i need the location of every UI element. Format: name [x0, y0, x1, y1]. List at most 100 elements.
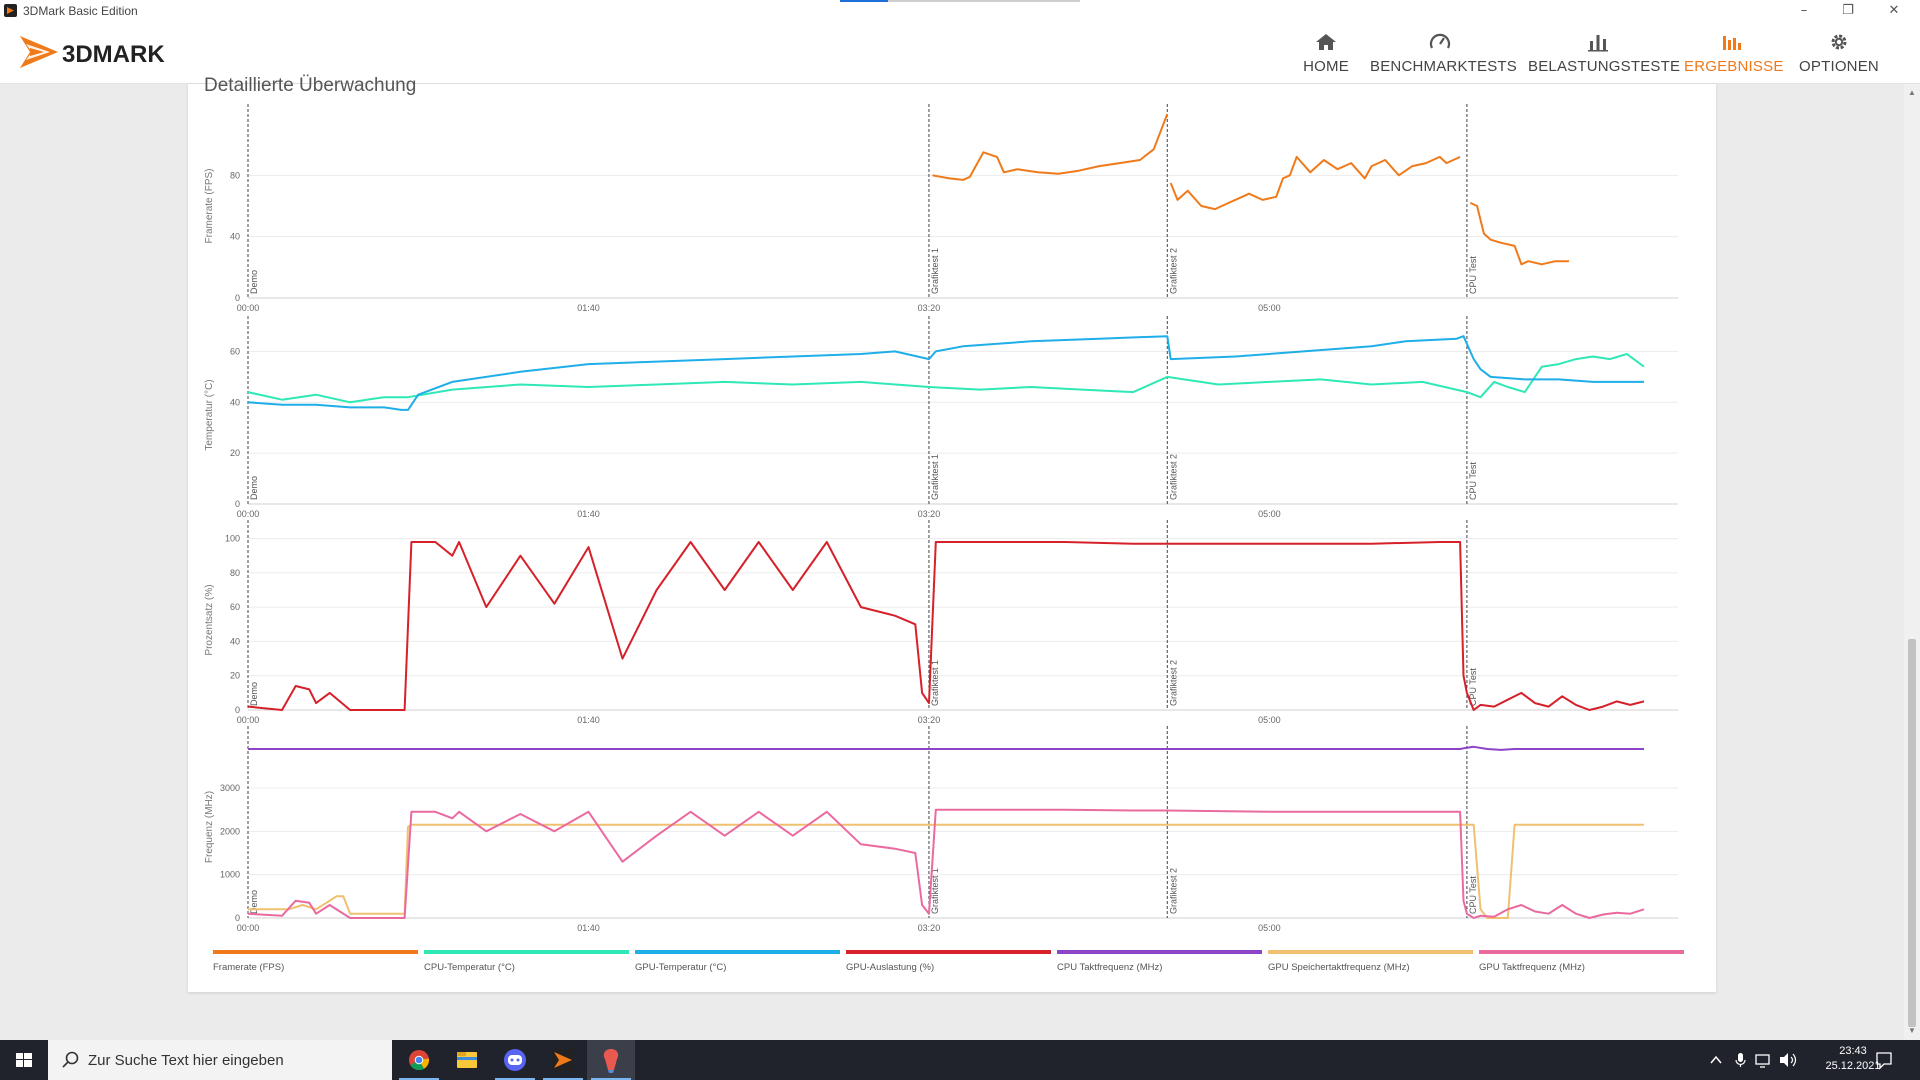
test-marker-label: Grafiktest 2 [1168, 868, 1178, 914]
y-axis-label: Frequenz (MHz) [204, 791, 215, 863]
close-button[interactable]: ✕ [1888, 3, 1900, 18]
show-hidden-icons-icon [1710, 1055, 1722, 1064]
y-tick-label: 0 [235, 499, 240, 509]
taskbar-discord[interactable] [491, 1040, 539, 1080]
legend-gpu-temperature[interactable]: GPU-Temperatur (°C) [635, 950, 840, 973]
legend-framerate[interactable]: Framerate (FPS) [213, 950, 418, 973]
windows-logo-icon [16, 1053, 32, 1067]
taskbar-chrome[interactable] [395, 1040, 443, 1080]
3dmark-logo[interactable]: 3DMARK [20, 30, 230, 74]
test-marker-label: Grafiktest 2 [1168, 248, 1178, 294]
paint-icon [603, 1049, 619, 1073]
legend-gpu-load[interactable]: GPU-Auslastung (%) [846, 950, 1051, 973]
nav-optionen-label: OPTIONEN [1799, 58, 1879, 75]
running-indicator [399, 1078, 439, 1080]
chrome-icon [409, 1050, 430, 1071]
taskbar-search-box[interactable]: Zur Suche Text hier eingeben [48, 1040, 392, 1080]
3dmark-logo-icon [20, 36, 58, 68]
test-marker-label: Demo [249, 682, 259, 706]
test-marker-label: CPU Test [1468, 876, 1478, 914]
loading-progress [840, 0, 1080, 2]
nav-belastungsteste-label: BELASTUNGSTESTE [1528, 58, 1681, 75]
nav-benchmarktests[interactable]: BENCHMARKTESTS [1370, 28, 1517, 80]
x-tick-label: 03:20 [918, 715, 941, 725]
taskbar-3dmark[interactable] [539, 1040, 587, 1080]
legend-cpu-clock[interactable]: CPU Taktfrequenz (MHz) [1057, 950, 1262, 973]
test-marker-label: Grafiktest 1 [930, 248, 940, 294]
y-axis-label: Framerate (FPS) [204, 168, 215, 243]
test-marker-label: Grafiktest 1 [930, 660, 940, 706]
bar-chart-icon [1588, 35, 1608, 52]
start-button[interactable] [0, 1040, 48, 1080]
test-marker-label: CPU Test [1468, 668, 1478, 706]
clock[interactable]: 23:43 25.12.2021 [1818, 1044, 1888, 1074]
x-tick-label: 00:00 [237, 509, 260, 519]
x-tick-label: 05:00 [1258, 509, 1281, 519]
legend-gpu-clock[interactable]: GPU Taktfrequenz (MHz) [1479, 950, 1684, 973]
nav-benchmarktests-label: BENCHMARKTESTS [1370, 58, 1517, 75]
taskbar-paint[interactable] [587, 1040, 635, 1080]
home-icon [1316, 34, 1336, 50]
taskbar-file-explorer[interactable] [443, 1040, 491, 1080]
nav-belastungsteste[interactable]: BELASTUNGSTESTE [1528, 28, 1681, 80]
y-tick-label: 80 [230, 170, 240, 180]
legend-label: CPU-Temperatur (°C) [424, 962, 515, 973]
legend-label: GPU-Temperatur (°C) [635, 962, 727, 973]
legend-swatch [1268, 950, 1473, 954]
test-marker-label: Grafiktest 1 [930, 454, 940, 500]
monitoring-charts: 0 40 80 00:00 01:40 03:20 05:00 Framerate (FPS)… [204, 104, 1678, 933]
y-tick-label: 40 [230, 232, 240, 242]
x-tick-label: 00:00 [237, 923, 260, 933]
restore-button[interactable]: ❐ [1842, 3, 1854, 18]
y-tick-label: 20 [230, 671, 240, 681]
nav-ergebnisse-label: ERGEBNISSE [1684, 58, 1784, 75]
legend-label: GPU Speichertaktfrequenz (MHz) [1268, 962, 1410, 973]
x-tick-label: 01:40 [577, 303, 600, 313]
nav-optionen[interactable]: OPTIONEN [1794, 28, 1884, 80]
discord-icon [504, 1049, 526, 1071]
legend-gpu-memory-clock[interactable]: GPU Speichertaktfrequenz (MHz) [1268, 950, 1473, 973]
scroll-up-arrow-icon[interactable]: ▲ [1908, 88, 1916, 97]
y-tick-label: 40 [230, 397, 240, 407]
notification-icon[interactable] [1872, 1040, 1896, 1080]
x-tick-label: 05:00 [1258, 303, 1281, 313]
minimize-button[interactable]: – [1800, 3, 1808, 18]
legend-swatch [1479, 950, 1684, 954]
volume-icon [1780, 1053, 1788, 1067]
test-marker-label: Grafiktest 1 [930, 868, 940, 914]
gear-icon [1831, 34, 1847, 50]
y-tick-label: 60 [230, 346, 240, 356]
app-header: 3DMARK HOME BENCHMARKTESTS BELASTUNGSTES… [0, 22, 1920, 84]
test-marker-label: Demo [249, 890, 259, 914]
legend-label: GPU-Auslastung (%) [846, 962, 935, 973]
y-axis-label: Temperatur (°C) [204, 379, 215, 450]
system-tray: 23:43 25.12.2021 [1700, 1040, 1920, 1080]
x-tick-label: 03:20 [918, 923, 941, 933]
nav-ergebnisse[interactable]: ERGEBNISSE [1684, 28, 1784, 80]
test-marker-label: Demo [249, 476, 259, 500]
y-tick-label: 100 [225, 534, 240, 544]
title-bar: 3DMark Basic Edition – ❐ ✕ [0, 0, 1920, 22]
legend-swatch [846, 950, 1051, 954]
x-tick-label: 05:00 [1258, 923, 1281, 933]
nav-home[interactable]: HOME [1296, 28, 1356, 80]
legend-cpu-temperature[interactable]: CPU-Temperatur (°C) [424, 950, 629, 973]
legend-swatch [213, 950, 418, 954]
window-title: 3DMark Basic Edition [23, 4, 138, 18]
network-icon [1755, 1054, 1770, 1065]
tray-icons [1710, 1053, 1797, 1068]
loading-progress-fill [840, 0, 888, 2]
series-line [248, 823, 1644, 919]
scroll-down-arrow-icon[interactable]: ▼ [1908, 1026, 1916, 1035]
section-title: Detaillierte Überwachung [204, 75, 417, 96]
y-tick-label: 0 [235, 705, 240, 715]
running-indicator [495, 1078, 535, 1080]
series-line [932, 113, 1169, 181]
vertical-scrollbar[interactable]: ▲ ▼ [1904, 84, 1920, 1040]
scrollbar-thumb[interactable] [1908, 639, 1916, 1027]
x-tick-label: 01:40 [577, 923, 600, 933]
legend-swatch [424, 950, 629, 954]
running-indicator [591, 1078, 631, 1080]
y-tick-label: 2000 [220, 826, 240, 836]
test-marker-label: CPU Test [1468, 462, 1478, 500]
